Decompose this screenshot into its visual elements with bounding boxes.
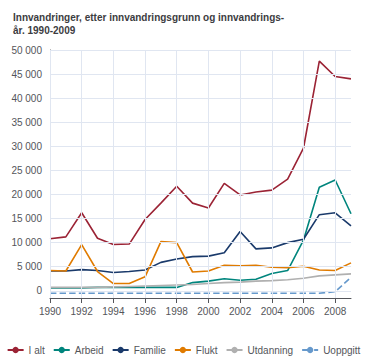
svg-text:2008: 2008 <box>324 306 347 317</box>
svg-text:30 000: 30 000 <box>11 141 42 152</box>
svg-text:2000: 2000 <box>197 306 220 317</box>
svg-text:Utdanning: Utdanning <box>248 345 294 356</box>
svg-text:Familie: Familie <box>134 345 167 356</box>
svg-text:1998: 1998 <box>166 306 189 317</box>
svg-text:25 000: 25 000 <box>11 165 42 176</box>
svg-text:1994: 1994 <box>102 306 125 317</box>
svg-text:15 000: 15 000 <box>11 213 42 224</box>
svg-text:2002: 2002 <box>229 306 252 317</box>
svg-text:40 000: 40 000 <box>11 93 42 104</box>
svg-text:år. 1990-2009: år. 1990-2009 <box>13 25 76 36</box>
svg-text:10 000: 10 000 <box>11 237 42 248</box>
svg-text:2004: 2004 <box>261 306 284 317</box>
svg-text:Arbeid: Arbeid <box>75 345 104 356</box>
svg-text:Flukt: Flukt <box>196 345 218 356</box>
svg-text:I alt: I alt <box>29 345 45 356</box>
svg-text:0: 0 <box>36 285 42 296</box>
svg-text:1992: 1992 <box>71 306 94 317</box>
svg-text:5 000: 5 000 <box>17 261 42 272</box>
svg-text:45 000: 45 000 <box>11 69 42 80</box>
svg-text:1996: 1996 <box>134 306 157 317</box>
svg-text:1990: 1990 <box>39 306 62 317</box>
svg-text:50 000: 50 000 <box>11 45 42 56</box>
svg-text:Uoppgitt: Uoppgitt <box>323 345 360 356</box>
svg-text:Innvandringer, etter innvandri: Innvandringer, etter innvandringsgrunn o… <box>13 12 284 23</box>
svg-text:2006: 2006 <box>292 306 315 317</box>
svg-text:20 000: 20 000 <box>11 189 42 200</box>
svg-text:35 000: 35 000 <box>11 117 42 128</box>
